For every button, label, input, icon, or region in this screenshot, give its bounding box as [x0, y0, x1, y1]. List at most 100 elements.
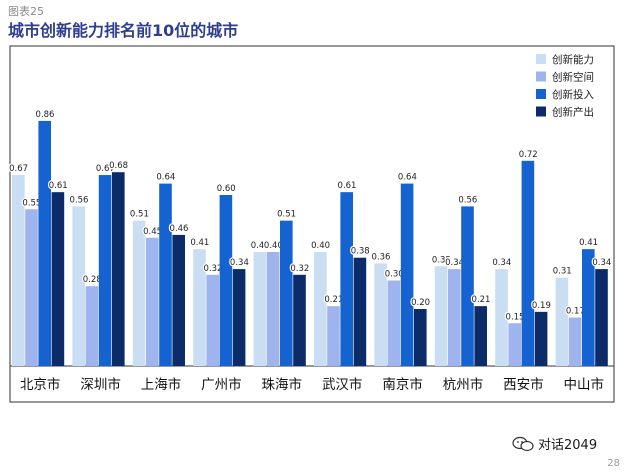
- data-label: 0.68: [109, 161, 128, 171]
- page-number: 28: [607, 458, 620, 469]
- data-label: 0.45: [143, 227, 162, 237]
- bar-0-7: [434, 266, 448, 366]
- bar-1-7: [448, 269, 461, 366]
- x-tick-label: 中山市: [564, 376, 605, 393]
- bar-3-2: [172, 234, 185, 366]
- bar-0-4: [253, 252, 267, 366]
- data-label: 0.34: [492, 258, 511, 268]
- data-label: 0.15: [506, 312, 525, 322]
- bar-2-0: [38, 120, 51, 367]
- bar-1-3: [206, 274, 219, 366]
- legend-label: 创新投入: [552, 88, 594, 101]
- data-label: 0.67: [96, 164, 115, 174]
- legend-label: 创新能力: [552, 53, 594, 66]
- data-label: 0.38: [351, 247, 370, 257]
- legend-swatch-2: [536, 89, 546, 99]
- bar-2-6: [400, 183, 414, 366]
- x-tick-label: 武汉市: [322, 376, 363, 393]
- bar-1-8: [508, 323, 521, 366]
- bar-2-7: [461, 206, 474, 366]
- data-label: 0.40: [264, 241, 283, 251]
- legend-swatch-3: [536, 106, 546, 117]
- legend-swatch-1: [536, 71, 546, 82]
- bar-3-5: [353, 257, 367, 366]
- bar-3-7: [474, 306, 487, 366]
- bar-0-5: [314, 252, 327, 366]
- bar-3-8: [534, 311, 548, 366]
- bar-0-8: [495, 269, 508, 366]
- watermark: 对话2049: [512, 434, 597, 453]
- data-label: 0.61: [49, 181, 68, 191]
- bar-3-9: [595, 269, 608, 366]
- bar-2-8: [521, 160, 535, 366]
- x-tick-label: 珠海市: [262, 376, 303, 393]
- figure-number: 图表25: [8, 5, 44, 18]
- bar-2-2: [159, 183, 172, 366]
- data-label: 0.35: [432, 255, 451, 265]
- bar-3-4: [293, 274, 306, 366]
- x-tick-label: 西安市: [503, 376, 544, 393]
- data-label: 0.32: [290, 264, 309, 274]
- legend-label: 创新空间: [552, 71, 594, 84]
- bar-0-2: [132, 220, 146, 366]
- data-label: 0.67: [9, 164, 28, 174]
- bar-3-0: [51, 192, 65, 366]
- data-label: 0.19: [532, 301, 551, 311]
- data-label: 0.20: [411, 298, 430, 308]
- x-tick-label: 杭州市: [443, 376, 484, 393]
- x-tick-label: 深圳市: [80, 376, 121, 393]
- chat-bubbles-icon: [512, 436, 534, 451]
- data-label: 0.55: [22, 198, 41, 208]
- data-label: 0.60: [217, 184, 236, 194]
- data-label: 0.41: [190, 238, 209, 248]
- bar-3-6: [414, 309, 427, 366]
- data-label: 0.32: [204, 264, 223, 274]
- x-tick-label: 北京市: [20, 376, 61, 393]
- data-label: 0.36: [372, 252, 391, 262]
- bar-1-1: [85, 286, 99, 366]
- watermark-text: 对话2049: [538, 438, 598, 453]
- bar-1-9: [568, 317, 582, 366]
- bar-1-2: [146, 237, 159, 366]
- x-tick-label: 广州市: [201, 376, 242, 393]
- page-title: 城市创新能力排名前10位的城市: [8, 21, 239, 40]
- data-label: 0.17: [566, 307, 585, 317]
- bar-1-6: [387, 280, 401, 366]
- data-label: 0.56: [458, 195, 477, 205]
- bar-2-1: [98, 175, 112, 366]
- legend-label: 创新产出: [552, 106, 594, 119]
- legend-swatch-0: [536, 54, 546, 64]
- data-label: 0.31: [553, 267, 572, 277]
- bar-3-3: [232, 269, 246, 366]
- bar-2-5: [340, 192, 353, 366]
- data-label: 0.40: [311, 241, 330, 251]
- bar-0-6: [374, 263, 387, 366]
- data-label: 0.61: [338, 181, 357, 191]
- bar-0-0: [12, 175, 25, 366]
- bar-1-0: [25, 209, 38, 366]
- data-label: 0.28: [83, 275, 102, 285]
- bar-1-5: [327, 306, 340, 366]
- data-label: 0.86: [36, 110, 55, 120]
- data-label: 0.51: [130, 210, 149, 220]
- data-label: 0.46: [170, 224, 189, 234]
- data-label: 0.21: [324, 295, 343, 305]
- x-tick-label: 南京市: [382, 376, 423, 393]
- data-label: 0.34: [230, 258, 249, 268]
- plot-frame: [9, 45, 615, 403]
- bar-2-9: [582, 249, 595, 366]
- bar-0-9: [555, 277, 569, 366]
- data-label: 0.56: [70, 195, 89, 205]
- data-label: 0.21: [472, 295, 491, 305]
- x-tick-label: 上海市: [141, 376, 182, 393]
- data-label: 0.64: [398, 173, 417, 183]
- bar-1-4: [266, 252, 280, 366]
- bar-3-1: [112, 172, 125, 366]
- bar-2-4: [280, 220, 293, 366]
- data-label: 0.34: [592, 258, 611, 268]
- data-label: 0.41: [579, 238, 598, 248]
- data-label: 0.40: [251, 241, 270, 251]
- data-label: 0.64: [156, 173, 175, 183]
- data-label: 0.34: [445, 258, 464, 268]
